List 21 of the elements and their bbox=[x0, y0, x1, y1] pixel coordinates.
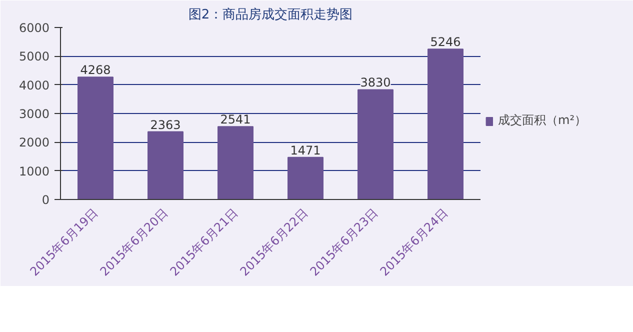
data-label: 2363 bbox=[150, 118, 181, 132]
bar bbox=[358, 89, 394, 200]
data-label: 5246 bbox=[430, 35, 461, 50]
y-tick-label: 4000 bbox=[18, 78, 50, 92]
y-tick-label: 3000 bbox=[18, 107, 50, 121]
legend-label: 成交面积（m²） bbox=[498, 112, 586, 129]
bar bbox=[148, 131, 184, 200]
data-label: 2541 bbox=[220, 112, 251, 127]
y-tick-label: 0 bbox=[42, 193, 50, 207]
bar bbox=[218, 126, 254, 200]
chart-title: 图2：商品房成交面积走势图 bbox=[188, 6, 353, 22]
bar bbox=[78, 76, 114, 200]
y-tick-label: 1000 bbox=[18, 164, 50, 178]
data-label: 3830 bbox=[360, 76, 391, 90]
data-label: 1471 bbox=[290, 143, 321, 158]
bar bbox=[288, 156, 324, 200]
y-tick-label: 6000 bbox=[18, 21, 50, 35]
y-tick-label: 5000 bbox=[18, 50, 50, 64]
data-label: 4268 bbox=[80, 63, 111, 78]
bar bbox=[428, 48, 464, 200]
y-tick-label: 2000 bbox=[18, 136, 50, 150]
